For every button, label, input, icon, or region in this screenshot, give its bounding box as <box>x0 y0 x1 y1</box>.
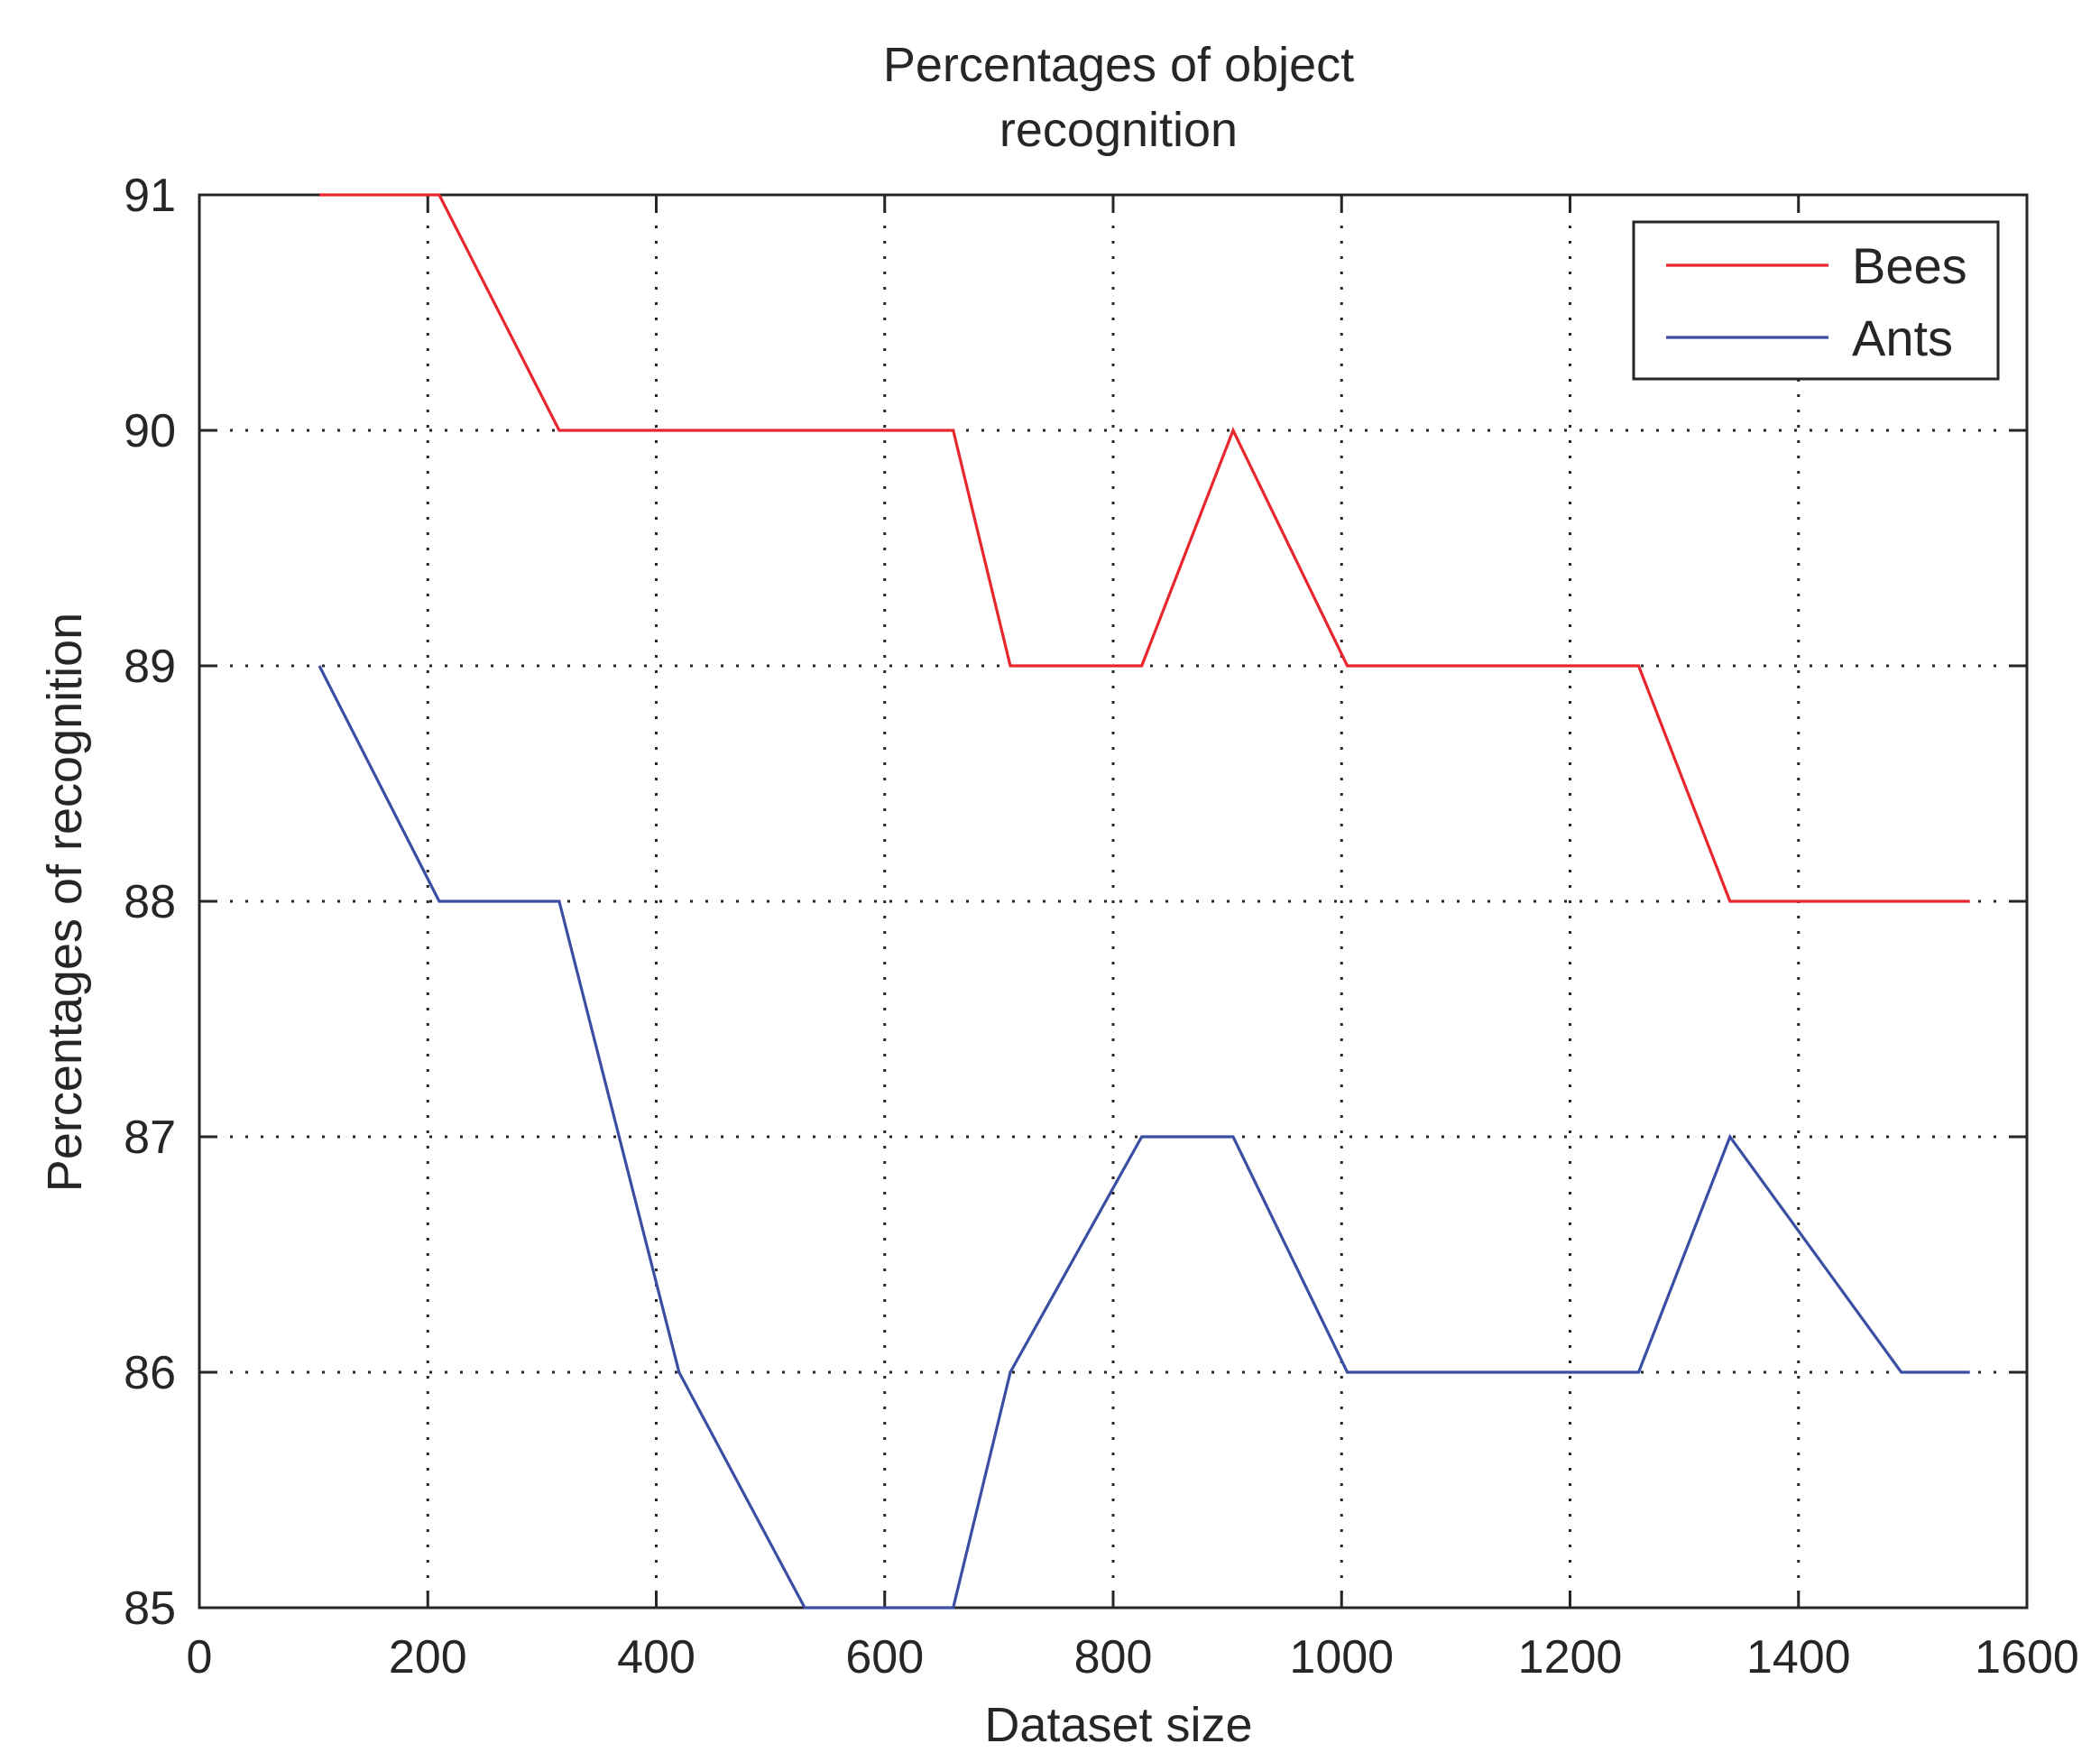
y-tick-label: 88 <box>124 876 176 928</box>
chart-title: Percentages of object recognition <box>883 38 1354 157</box>
legend-box <box>1632 220 2000 381</box>
x-tick-label: 1400 <box>1746 1631 1851 1684</box>
x-tick-label: 1200 <box>1518 1631 1623 1684</box>
legend-label-ants: Ants <box>1852 309 1953 366</box>
x-tick-label: 200 <box>389 1631 467 1684</box>
x-tick-label: 0 <box>187 1631 213 1684</box>
y-tick-label: 90 <box>124 405 176 457</box>
legend: Bees Ants <box>1632 220 2000 381</box>
series-lines <box>318 193 1970 1610</box>
x-tick-label: 800 <box>1074 1631 1153 1684</box>
x-tick-label: 1600 <box>1975 1631 2079 1684</box>
x-tick-label: 1000 <box>1289 1631 1394 1684</box>
y-tick-label: 91 <box>124 170 176 222</box>
y-tick-label: 85 <box>124 1582 176 1635</box>
axis-ticks: 0 200 400 600 800 1000 1200 1400 1600 85 86 87 88 89 9… <box>124 170 2079 1684</box>
series-line-ants <box>318 665 1970 1610</box>
y-tick-label: 89 <box>124 641 176 693</box>
x-tick-label: 400 <box>617 1631 695 1684</box>
y-axis-label: Percentages of recognition <box>38 613 92 1192</box>
x-axis-label: Dataset size <box>984 1698 1252 1752</box>
chart-title-line-2: recognition <box>999 103 1238 157</box>
y-tick-label: 87 <box>124 1112 176 1164</box>
chart-title-line-1: Percentages of object <box>883 38 1354 92</box>
x-tick-label: 600 <box>845 1631 924 1684</box>
legend-label-bees: Bees <box>1852 237 1967 294</box>
series-line-bees <box>319 193 1970 903</box>
y-tick-label: 86 <box>124 1347 176 1399</box>
